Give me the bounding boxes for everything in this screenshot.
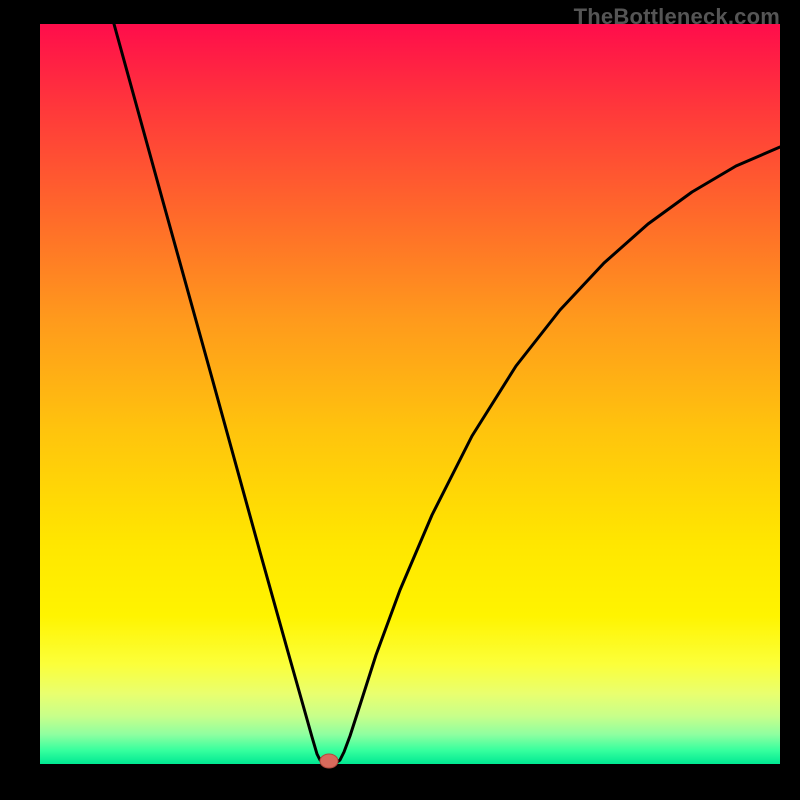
bottleneck-chart-svg (0, 0, 800, 800)
watermark-text: TheBottleneck.com (574, 4, 780, 30)
chart-frame: { "watermark": { "text": "TheBottleneck.… (0, 0, 800, 800)
optimal-point-marker (320, 754, 338, 768)
plot-background (40, 24, 780, 764)
